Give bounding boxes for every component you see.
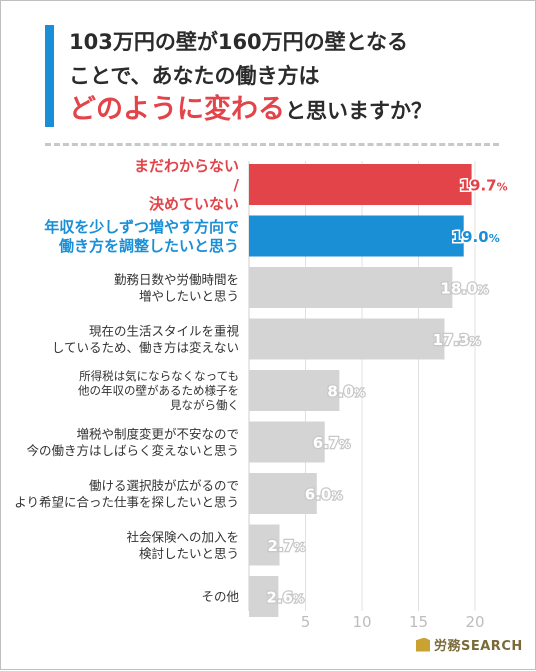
category-label-line: 働ける選択肢が広がるので (89, 478, 239, 493)
value-number: 19.0 (452, 228, 489, 246)
x-tick-label: 5 (301, 613, 311, 631)
value-number: 6.0 (305, 486, 332, 504)
value-label: 6.0% (305, 486, 343, 504)
category-label: 現在の生活スタイルを重視しているため、働き方は変えない (52, 323, 240, 355)
bar (249, 318, 445, 360)
value-label: 2.6% (266, 589, 304, 607)
bar (249, 524, 280, 566)
category-label: 年収を少しずつ増やす方向で働き方を調整したいと思う (44, 218, 239, 255)
value-number: 18.0 (440, 280, 477, 298)
category-label: その他 (201, 589, 239, 604)
value-percent: % (489, 232, 500, 245)
bar (249, 215, 464, 257)
category-label: 働ける選択肢が広がるのでより希望に合った仕事を探したいと思う (14, 478, 239, 510)
category-label-line: / (234, 176, 240, 194)
bar (249, 576, 279, 617)
category-label-line: より希望に合った仕事を探したいと思う (14, 494, 239, 509)
value-label: 2.7% (268, 537, 306, 555)
bar (249, 473, 317, 514)
category-label-line: 今の働き方はしばらく変えないと思う (26, 443, 239, 458)
title-accent-bar (45, 25, 54, 127)
value-label: 6.7% (313, 434, 351, 452)
category-label-line: 増税や制度変更が不安なので (76, 426, 239, 441)
category-label-line: 検討したいと思う (139, 546, 239, 561)
value-percent: % (470, 335, 481, 348)
category-label-line: その他 (201, 589, 239, 604)
category-label: 勤務日数や労働時間を増やしたいと思う (114, 272, 239, 304)
chart-title: 103万円の壁が160万円の壁となる ことで、あなたの働き方は どのように変わる… (69, 25, 519, 128)
value-percent: % (354, 387, 365, 400)
category-label-line: 増やしたいと思う (139, 288, 239, 303)
category-label-line: まだわからない (134, 157, 239, 175)
category-label-line: 他の年収の壁があるため様子を (78, 384, 239, 398)
value-percent: % (497, 181, 508, 194)
bar (249, 370, 340, 411)
value-number: 19.7 (460, 177, 497, 195)
value-label: 19.7% (460, 177, 508, 195)
logo-text: 労務SEARCH (434, 639, 523, 654)
value-number: 2.7 (268, 537, 295, 555)
category-label-line: 決めていない (149, 195, 239, 213)
bar (249, 421, 325, 463)
value-number: 2.6 (266, 589, 293, 607)
category-label: 所得税は気にならなくなっても他の年収の壁があるため様子を見ながら働く (78, 369, 239, 412)
value-label: 19.0% (452, 228, 500, 246)
category-label: 増税や制度変更が不安なので今の働き方はしばらく変えないと思う (26, 426, 239, 458)
title-line-3: と思いますか？ (285, 99, 432, 123)
category-label-line: 社会保険への加入を (126, 529, 239, 544)
title-line-2: ことで、あなたの働き方は (69, 64, 320, 88)
value-number: 17.3 (432, 331, 469, 349)
value-percent: % (293, 593, 304, 606)
x-tick-label: 15 (409, 613, 428, 631)
value-number: 8.0 (327, 383, 354, 401)
bar (249, 267, 453, 308)
title-line-1: 103万円の壁が160万円の壁となる (69, 30, 409, 54)
title-divider (45, 143, 499, 146)
title-highlight: どのように変わる (69, 94, 285, 125)
value-label: 18.0% (440, 280, 488, 298)
x-tick-label: 10 (352, 613, 371, 631)
category-label-line: しているため、働き方は変えない (52, 340, 239, 355)
category-label-line: 勤務日数や労働時間を (114, 272, 239, 287)
category-label: 社会保険への加入を検討したいと思う (126, 529, 239, 561)
category-label-line: 見ながら働く (170, 398, 239, 412)
value-percent: % (339, 438, 350, 451)
category-label-line: 現在の生活スタイルを重視 (89, 323, 240, 338)
value-percent: % (331, 490, 342, 503)
value-label: 17.3% (432, 331, 480, 349)
logo-mark-icon (416, 637, 430, 652)
category-label: まだわからない/決めていない (134, 157, 240, 213)
brand-logo: 労務SEARCH (416, 635, 523, 654)
value-number: 6.7 (313, 434, 340, 452)
value-label: 8.0% (327, 383, 365, 401)
x-tick-label: 20 (465, 613, 484, 631)
bar (249, 164, 472, 205)
value-percent: % (294, 541, 305, 554)
value-percent: % (477, 284, 488, 297)
category-label-line: 働き方を調整したいと思う (58, 237, 239, 255)
category-label-line: 年収を少しずつ増やす方向で (44, 218, 239, 236)
category-label-line: 所得税は気にならなくなっても (79, 369, 239, 383)
